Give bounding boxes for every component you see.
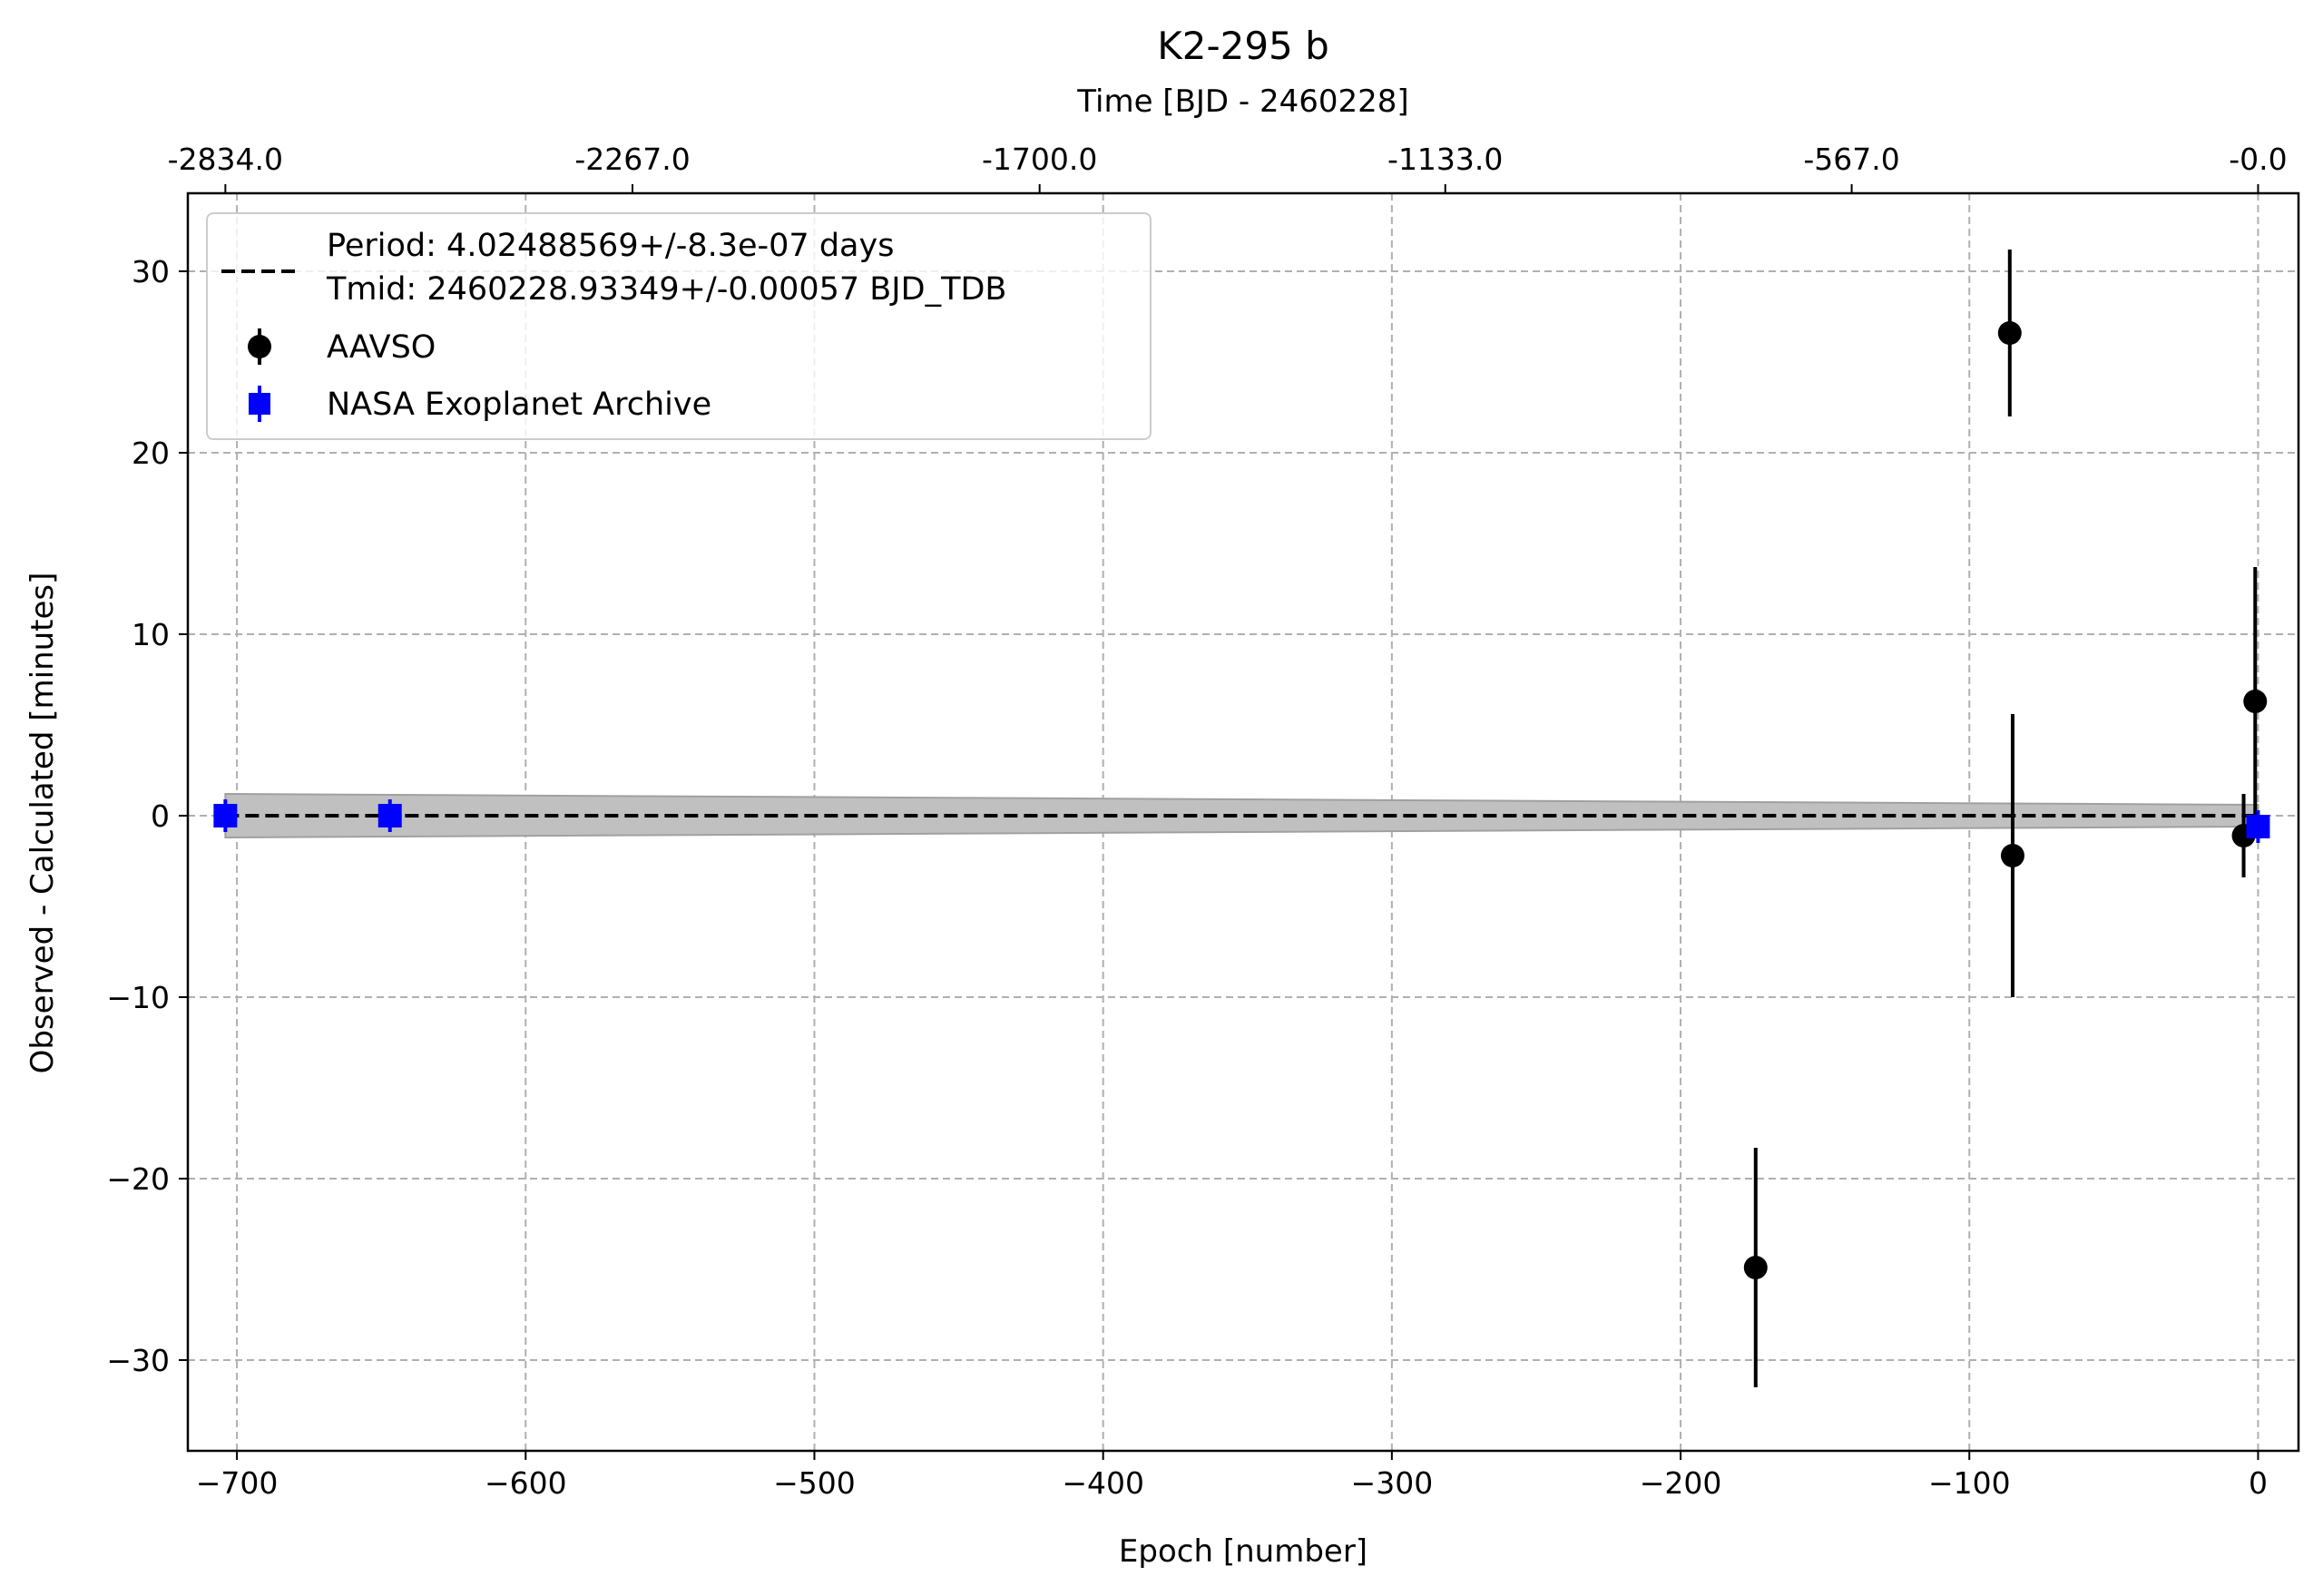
y-tick-label-4: −10 xyxy=(106,980,170,1015)
top-axis-title: Time [BJD - 2460228] xyxy=(1076,83,1408,120)
top-tick-label-1: -2267.0 xyxy=(574,142,690,177)
chart-title: K2-295 b xyxy=(1157,24,1329,68)
legend-frame xyxy=(206,212,1152,440)
legend-fit-label-tmid: Tmid: 2460228.93349+/-0.00057 BJD_TDB xyxy=(326,271,1006,308)
point-marker xyxy=(1743,1256,1768,1279)
top-tick-label-4: -567.0 xyxy=(1803,142,1899,177)
top-tick-label-2: -1700.0 xyxy=(982,142,1097,177)
x-tick-label-4: −300 xyxy=(1351,1465,1434,1501)
data-point-circle-1 xyxy=(1997,250,2022,416)
point-marker xyxy=(2000,844,2024,867)
legend-aavso-label: AAVSO xyxy=(327,329,436,366)
legend-nasa-swatch xyxy=(249,386,270,422)
legend: Period: 4.02488569+/-8.3e-07 days Tmid: … xyxy=(206,212,1152,440)
data-point-square-0 xyxy=(213,799,238,832)
y-axis-title: Observed - Calculated [minutes] xyxy=(25,573,61,1074)
x-tick-label-1: −600 xyxy=(485,1465,567,1501)
y-tick-label-1: 20 xyxy=(132,436,170,471)
x-tick-label-6: −100 xyxy=(1928,1465,2011,1501)
data-point-circle-2 xyxy=(2000,714,2024,997)
data-point-square-2 xyxy=(2246,810,2270,843)
point-marker xyxy=(2246,815,2270,838)
legend-fit-label-period: Period: 4.02488569+/-8.3e-07 days xyxy=(327,228,894,264)
data-point-circle-4 xyxy=(2243,567,2268,836)
top-tick-label-5: -0.0 xyxy=(2229,142,2287,177)
point-marker xyxy=(377,804,402,827)
legend-aavso-swatch xyxy=(248,328,271,365)
axes: −700 −600 −500 −400 −300 −200 −100 0 30 20 10 0 −10 −… xyxy=(106,142,2300,1501)
x-tick-label-0: −700 xyxy=(196,1465,279,1501)
y-tick-label-3: 0 xyxy=(151,798,170,834)
y-tick-label-0: 30 xyxy=(132,254,170,289)
x-tick-label-5: −200 xyxy=(1640,1465,1722,1501)
x-axis-title: Epoch [number] xyxy=(1119,1533,1367,1570)
point-marker xyxy=(213,804,238,827)
plot-frame xyxy=(186,191,2300,1453)
x-tick-label-2: −500 xyxy=(773,1465,856,1501)
legend-nasa-label: NASA Exoplanet Archive xyxy=(327,387,711,423)
data-point-square-1 xyxy=(377,799,402,832)
top-tick-label-3: -1133.0 xyxy=(1387,142,1503,177)
x-tick-label-7: 0 xyxy=(2249,1465,2268,1501)
y-tick-label-6: −30 xyxy=(106,1343,170,1378)
y-tick-label-2: 10 xyxy=(132,617,170,652)
top-tick-label-0: -2834.0 xyxy=(168,142,283,177)
y-tick-label-5: −20 xyxy=(106,1161,170,1197)
data-points xyxy=(213,250,2270,1387)
data-point-circle-0 xyxy=(1743,1148,1768,1387)
point-marker xyxy=(1997,321,2022,345)
point-marker xyxy=(2243,690,2268,713)
x-tick-label-3: −400 xyxy=(1062,1465,1144,1501)
